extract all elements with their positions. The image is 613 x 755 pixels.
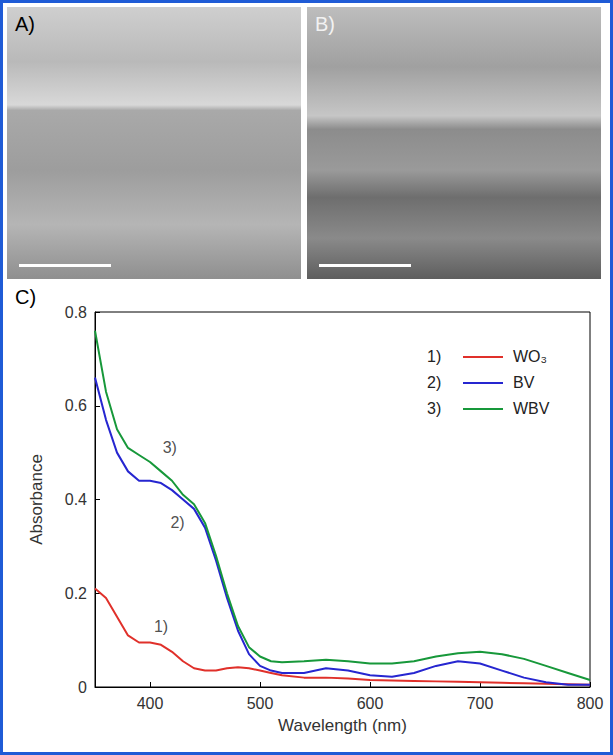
html-text:A): A) [15,13,35,35]
svg-text:1): 1) [427,348,441,365]
svg-text:Wavelength (nm): Wavelength (nm) [278,716,407,735]
svg-text:2): 2) [170,514,184,531]
svg-text:400: 400 [137,695,164,712]
svg-text:WBV: WBV [513,400,550,417]
svg-text:0.2: 0.2 [65,585,87,602]
html-text:B): B) [315,13,335,35]
svg-text:3): 3) [163,439,177,456]
svg-text:700: 700 [467,695,494,712]
svg-text:0.8: 0.8 [65,304,87,321]
svg-text:600: 600 [357,695,384,712]
svg-text:500: 500 [247,695,274,712]
svg-text:1): 1) [154,618,168,635]
svg-text:BV: BV [513,374,535,391]
svg-text:2): 2) [427,374,441,391]
svg-text:WO₃: WO₃ [513,348,547,365]
svg-text:0: 0 [78,679,87,696]
svg-text:800: 800 [577,695,604,712]
svg-text:3): 3) [427,400,441,417]
svg-text:C): C) [15,286,36,308]
svg-text:0.4: 0.4 [65,491,87,508]
svg-text:Absorbance: Absorbance [27,454,46,545]
svg-text:0.6: 0.6 [65,397,87,414]
